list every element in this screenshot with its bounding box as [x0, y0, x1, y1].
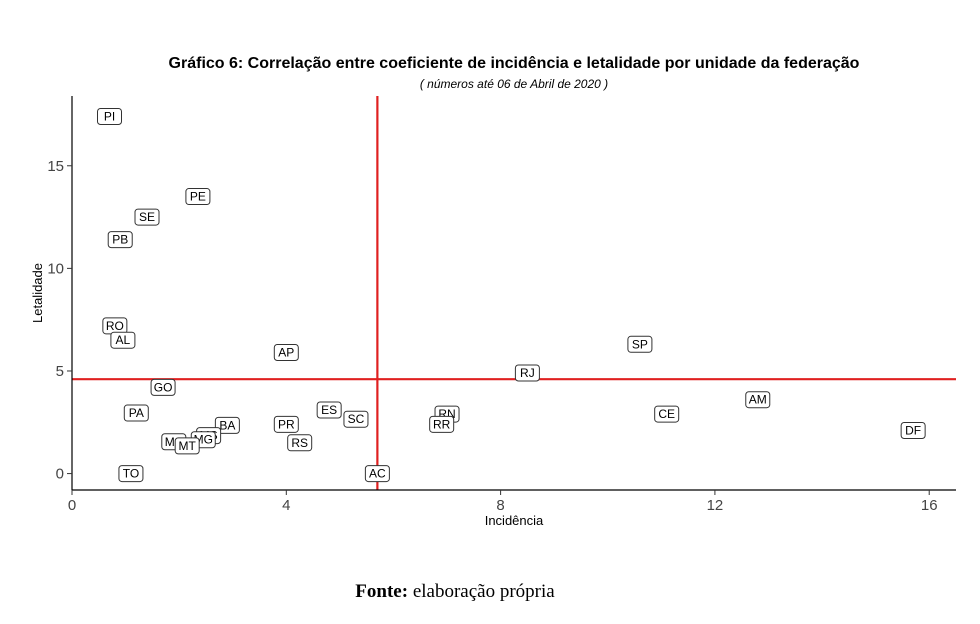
y-axis-title: Letalidade — [30, 263, 45, 323]
point-label-box — [185, 188, 211, 206]
y-tick-label: 0 — [56, 466, 64, 483]
data-point-se: SE — [134, 208, 160, 226]
data-point-rs: RS — [287, 434, 313, 452]
point-label: CE — [658, 407, 675, 421]
data-point-go: GO — [150, 378, 176, 396]
x-tick-label: 4 — [282, 497, 290, 514]
point-label-box — [273, 344, 299, 362]
data-point-ce: CE — [654, 405, 680, 423]
point-label: GO — [154, 380, 173, 394]
point-label-box — [110, 331, 136, 349]
point-label: SP — [632, 337, 648, 351]
chart-title: Gráfico 6: Correlação entre coeficiente … — [169, 55, 860, 72]
point-label: SC — [348, 412, 365, 426]
point-label-box — [627, 335, 653, 353]
data-point-ba: BA — [214, 416, 240, 434]
point-label: TO — [123, 467, 139, 481]
x-tick-label: 0 — [68, 497, 76, 514]
point-label: PB — [112, 233, 128, 247]
data-point-pe: PE — [185, 188, 211, 206]
x-tick-label: 16 — [921, 497, 938, 514]
x-axis-title: Incidência — [485, 513, 544, 528]
data-point-ap: AP — [273, 344, 299, 362]
source-text: elaboração própria — [408, 581, 555, 602]
point-label-box — [343, 410, 369, 428]
y-tick-label: 10 — [47, 260, 64, 277]
x-tick-label: 8 — [496, 497, 504, 514]
point-label-box — [174, 437, 200, 455]
point-label: RS — [291, 436, 308, 450]
point-label-box — [654, 405, 680, 423]
point-label: PI — [104, 110, 115, 124]
data-point-ro: RO — [102, 317, 128, 335]
point-label-box — [97, 108, 123, 126]
point-label-box — [214, 416, 240, 434]
data-point-rj: RJ — [514, 364, 540, 382]
point-label-box — [429, 415, 455, 433]
y-tick-label: 15 — [47, 158, 64, 175]
data-point-mt: MT — [174, 437, 200, 455]
point-label: DF — [905, 423, 921, 437]
point-label: BA — [219, 418, 235, 432]
point-label: PE — [190, 190, 206, 204]
point-label-box — [514, 364, 540, 382]
point-label-box — [745, 391, 771, 409]
data-point-df: DF — [900, 421, 926, 439]
point-label: RR — [433, 417, 451, 431]
point-label-box — [287, 434, 313, 452]
data-point-to: TO — [118, 465, 144, 483]
data-point-rr: RR — [429, 415, 455, 433]
y-axis-ticks: 0 5 10 15 — [47, 158, 72, 483]
chart-subtitle: ( números até 06 de Abril de 2020 ) — [420, 77, 608, 91]
point-label: AM — [749, 393, 767, 407]
point-label: AC — [369, 467, 386, 481]
point-label-box — [273, 415, 299, 433]
data-point-am: AM — [745, 391, 771, 409]
point-label-box — [900, 421, 926, 439]
data-point-sc: SC — [343, 410, 369, 428]
point-label: AL — [116, 333, 131, 347]
data-point-pr: PR — [273, 415, 299, 433]
point-label-box — [364, 465, 390, 483]
source-prefix: Fonte: — [355, 581, 409, 602]
point-label: PA — [129, 406, 144, 420]
point-label: SE — [139, 210, 155, 224]
x-tick-label: 12 — [707, 497, 724, 514]
data-point-sp: SP — [627, 335, 653, 353]
point-label-box — [150, 378, 176, 396]
point-label: RO — [106, 319, 124, 333]
data-point-al: AL — [110, 331, 136, 349]
data-point-es: ES — [316, 401, 342, 419]
point-label: AP — [278, 346, 294, 360]
point-label: ES — [321, 403, 337, 417]
point-label-box — [134, 208, 160, 226]
point-label-box — [118, 465, 144, 483]
data-point-ac: AC — [364, 465, 390, 483]
data-point-pa: PA — [123, 404, 149, 422]
point-label-box — [316, 401, 342, 419]
point-label-box — [107, 231, 133, 249]
point-label-box — [123, 404, 149, 422]
point-label: RJ — [520, 366, 535, 380]
point-label: PR — [278, 417, 295, 431]
data-point-pb: PB — [107, 231, 133, 249]
y-tick-label: 5 — [56, 363, 64, 380]
source-note: Fonte: elaboração própria — [0, 581, 910, 603]
data-point-pi: PI — [97, 108, 123, 126]
point-label: MT — [179, 439, 197, 453]
x-axis-ticks: 0 4 8 12 16 — [68, 490, 938, 514]
